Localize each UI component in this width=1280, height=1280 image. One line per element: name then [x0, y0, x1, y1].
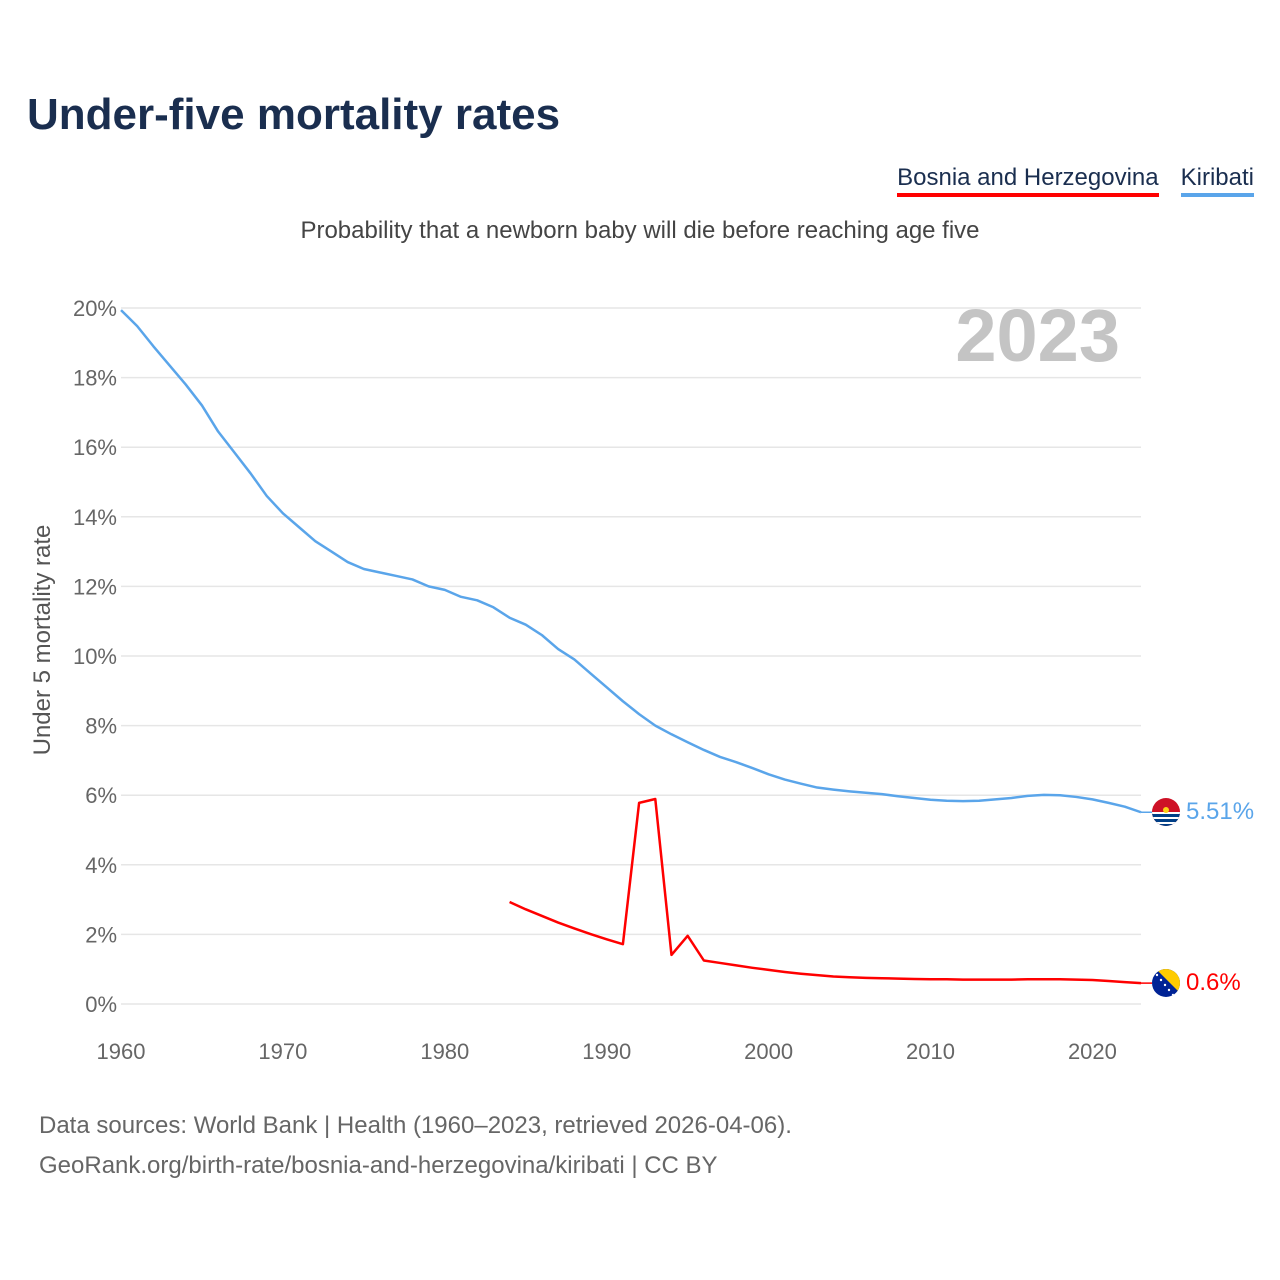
y-tick-label: 8%: [85, 714, 117, 739]
y-tick-label: 0%: [85, 992, 117, 1017]
x-tick-label: 2010: [906, 1039, 955, 1064]
bosnia-flag-icon: [1152, 969, 1180, 997]
bosnia-end-label: 0.6%: [1186, 969, 1241, 996]
kiribati-end-label: 5.51%: [1186, 798, 1254, 825]
x-tick-label: 2020: [1068, 1039, 1117, 1064]
kiribati-flag-icon: [1152, 798, 1180, 826]
x-tick-label: 1970: [258, 1039, 307, 1064]
y-tick-label: 20%: [73, 296, 117, 321]
y-tick-label: 6%: [85, 783, 117, 808]
series-line-kiribati[interactable]: [120, 309, 1142, 814]
y-axis-label: Under 5 mortality rate: [29, 525, 56, 756]
year-watermark: 2023: [955, 294, 1120, 377]
y-tick-label: 14%: [73, 505, 117, 530]
y-tick-label: 4%: [85, 853, 117, 878]
legend-kiribati[interactable]: Kiribati: [1180, 164, 1254, 197]
y-tick-label: 16%: [73, 435, 117, 460]
legend-bosnia[interactable]: Bosnia and Herzegovina: [897, 164, 1159, 197]
legend: Bosnia and Herzegovina Kiribati: [897, 164, 1254, 197]
source-link[interactable]: GeoRank.org/birth-rate/bosnia-and-herzeg…: [39, 1152, 718, 1179]
x-tick-label: 1990: [582, 1039, 631, 1064]
source-text: Data sources: World Bank | Health (1960–…: [39, 1112, 792, 1139]
footer: Data sources: World Bank | Health (1960–…: [39, 1106, 792, 1186]
y-tick-label: 12%: [73, 574, 117, 599]
x-tick-label: 2000: [744, 1039, 793, 1064]
y-tick-label: 10%: [73, 644, 117, 669]
x-tick-label: 1980: [420, 1039, 469, 1064]
series-line-bosnia-and-herzegovina[interactable]: [509, 797, 1142, 985]
chart-subtitle: Probability that a newborn baby will die…: [300, 217, 980, 244]
y-tick-label: 2%: [85, 922, 117, 947]
chart-title: Under-five mortality rates: [27, 90, 561, 139]
y-tick-label: 18%: [73, 366, 117, 391]
x-tick-label: 1960: [97, 1039, 146, 1064]
